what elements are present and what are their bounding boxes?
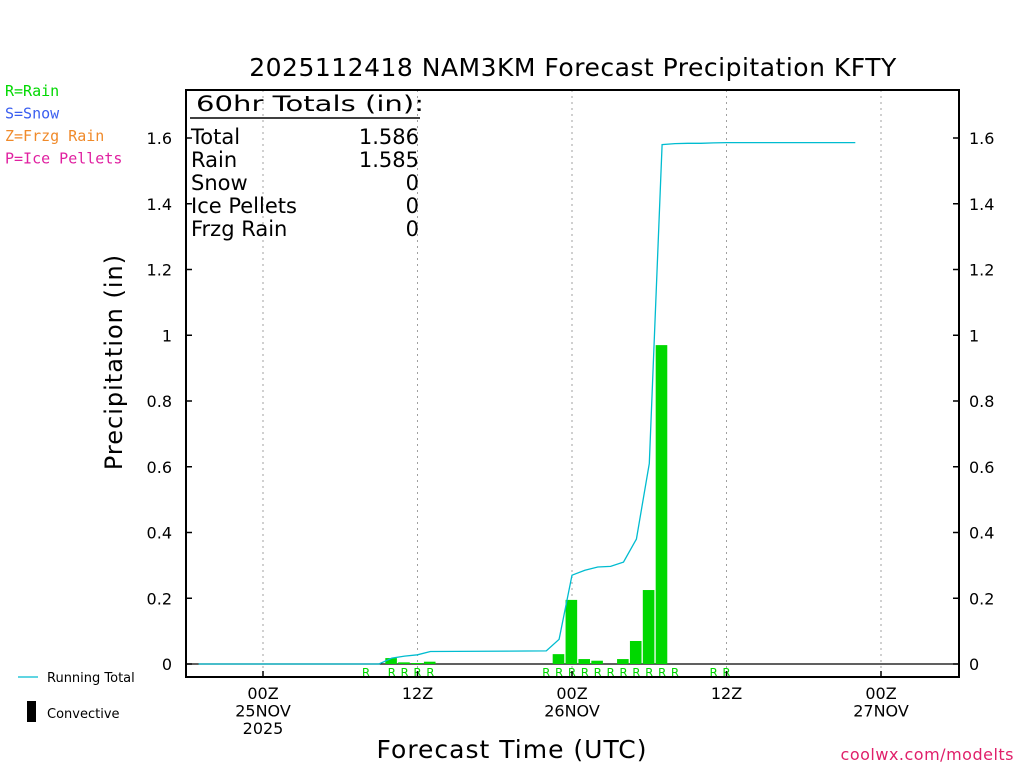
precip-type-marker: R (555, 666, 563, 680)
precip-bar (411, 663, 423, 665)
running-total-legend-label: Running Total (47, 671, 135, 686)
x-tick-label: 2025 (243, 719, 284, 738)
y-tick-label-right: 1.6 (969, 129, 994, 148)
legend-entry-r: R=Rain (5, 82, 59, 100)
y-tick-label-left: 0 (162, 655, 172, 674)
y-tick-label-right: 0.2 (969, 589, 994, 608)
x-tick-label: 12Z (402, 684, 433, 703)
precip-type-marker: R (581, 666, 589, 680)
precip-bar (629, 640, 642, 664)
precip-bar (398, 662, 410, 664)
precip-bar (617, 659, 629, 664)
legend-entry-z: Z=Frzg Rain (5, 127, 104, 145)
precip-bar (385, 658, 397, 664)
precip-type-marker: R (362, 666, 370, 680)
y-tick-label-left: 1.6 (147, 129, 172, 148)
precip-bar (655, 345, 668, 664)
precip-type-marker: R (619, 666, 627, 680)
precip-type-marker: R (645, 666, 653, 680)
totals-value: 0 (406, 217, 419, 241)
y-tick-label-left: 1.2 (147, 261, 172, 280)
precip-bar (565, 599, 578, 664)
y-tick-label-right: 1 (969, 326, 979, 345)
x-tick-label: 27NOV (853, 702, 909, 721)
precip-type-legend: R=Rain S=Snow Z=Frzg Rain P=Ice Pellets (5, 82, 122, 168)
precip-bar (423, 661, 436, 664)
convective-legend-label: Convective (47, 707, 120, 722)
totals-value: 1.586 (359, 125, 419, 149)
y-axis-label: Precipitation (in) (100, 254, 128, 470)
totals-label: Ice Pellets (191, 194, 297, 218)
convective-swatch (27, 701, 36, 722)
totals-box: 60hr Totals (in): Total 1.586 Rain 1.585 Sno… (190, 92, 424, 241)
x-tick-label: 12Z (711, 684, 742, 703)
bottom-legend: Running Total Convective (18, 671, 135, 722)
y-tick-label-left: 1.4 (147, 195, 172, 214)
x-tick-label: 00Z (865, 684, 896, 703)
precip-bar (552, 654, 565, 664)
totals-label: Frzg Rain (191, 217, 287, 241)
y-tick-label-left: 1 (162, 326, 172, 345)
precip-bar (642, 590, 655, 664)
precip-type-marker: R (594, 666, 602, 680)
precip-type-marker: R (671, 666, 679, 680)
y-axis-ticks: 0 00.2 0.20.4 0.40.6 0.60.8 0.81 11.2 1.21.4 1.4… (147, 129, 995, 674)
chart-title: 2025112418 NAM3KM Forecast Precipitation… (249, 53, 897, 82)
precip-bar (591, 660, 603, 664)
x-tick-label: 00Z (247, 684, 278, 703)
legend-entry-p: P=Ice Pellets (5, 150, 122, 168)
x-tick-label: 26NOV (544, 702, 600, 721)
totals-header: 60hr Totals (in): (196, 92, 424, 116)
grid-lines (186, 90, 959, 677)
totals-label: Snow (191, 171, 248, 195)
y-tick-label-left: 0.6 (147, 458, 172, 477)
totals-value: 0 (406, 194, 419, 218)
totals-label: Rain (191, 148, 237, 172)
y-tick-label-right: 0.6 (969, 458, 994, 477)
y-tick-label-left: 0.2 (147, 589, 172, 608)
y-tick-label-right: 0 (969, 655, 979, 674)
running-total-series (198, 141, 856, 665)
totals-value: 0 (406, 171, 419, 195)
x-tick-label: 25NOV (235, 702, 291, 721)
y-tick-label-left: 0.8 (147, 392, 172, 411)
bar-series (385, 345, 668, 665)
precip-type-marker: R (542, 666, 550, 680)
legend-entry-s: S=Snow (5, 105, 60, 123)
site-credit: coolwx.com/modelts (841, 745, 1014, 764)
y-tick-label-right: 0.4 (969, 524, 994, 543)
x-axis-label: Forecast Time (UTC) (377, 735, 648, 764)
precip-type-marker: R (426, 666, 434, 680)
precip-type-marker: R (632, 666, 640, 680)
y-tick-label-right: 1.4 (969, 195, 994, 214)
precip-type-marker: R (400, 666, 408, 680)
y-tick-label-left: 0.4 (147, 524, 172, 543)
running-total-line (198, 141, 856, 665)
precip-type-marker: R (388, 666, 396, 680)
totals-label: Total (190, 125, 240, 149)
precip-bar (578, 659, 591, 664)
x-tick-label: 00Z (556, 684, 587, 703)
precip-type-marker: R (606, 666, 614, 680)
precip-type-marker: R (658, 666, 666, 680)
totals-value: 1.585 (359, 148, 419, 172)
y-tick-label-right: 0.8 (969, 392, 994, 411)
precip-type-marker: R (709, 666, 717, 680)
y-tick-label-right: 1.2 (969, 261, 994, 280)
